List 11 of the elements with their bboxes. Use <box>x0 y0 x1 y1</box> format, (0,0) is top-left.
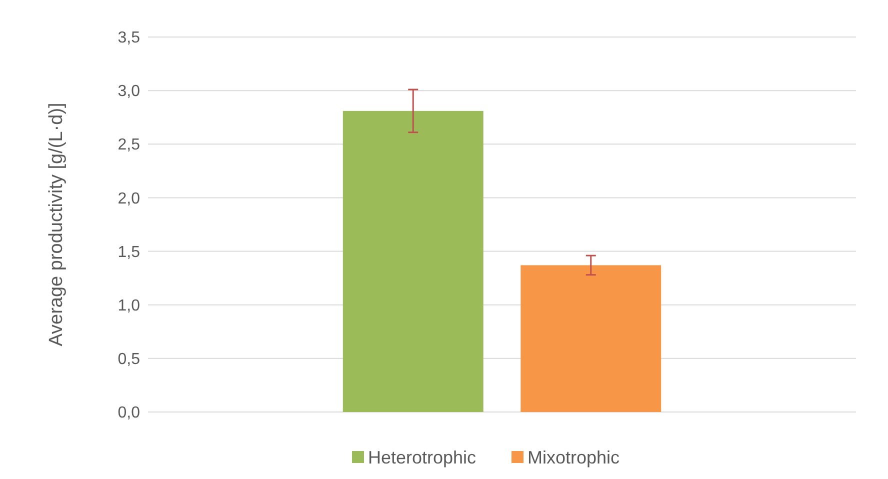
y-tick-label: 3,0 <box>118 83 140 100</box>
legend-label: Heterotrophic <box>368 447 476 468</box>
y-tick-label: 1,0 <box>118 297 140 314</box>
y-tick-label: 2,5 <box>118 136 140 154</box>
y-tick-label: 0,5 <box>118 351 140 368</box>
y-tick-label: 2,0 <box>118 190 140 208</box>
y-tick-label: 3,5 <box>118 30 140 47</box>
y-tick-label: 0,0 <box>118 404 140 422</box>
legend-label: Mixotrophic <box>528 447 620 468</box>
y-axis-title: Average productivity [g/(L·d)] <box>46 102 67 346</box>
y-tick-label: 1,5 <box>118 244 140 261</box>
